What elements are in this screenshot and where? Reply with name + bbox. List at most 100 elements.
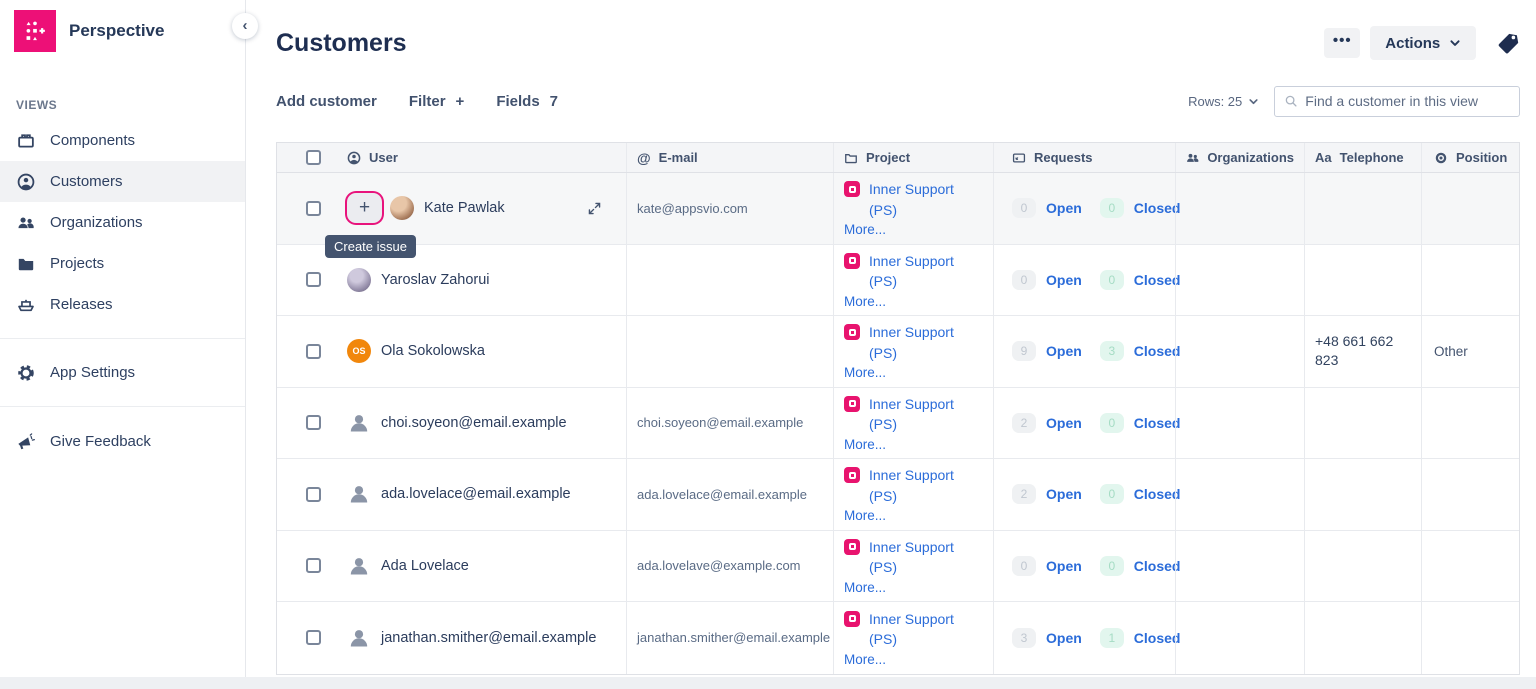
project-link[interactable]: Inner Support (PS) [869, 252, 954, 290]
more-link[interactable]: More... [844, 508, 887, 524]
open-requests-link[interactable]: Open [1046, 343, 1082, 360]
main-content: Customers ••• Actions Add customer Filte… [246, 0, 1536, 677]
sidebar-collapse-button[interactable]: ‹ [232, 13, 258, 39]
column-header-telephone[interactable]: Telephone [1339, 150, 1404, 165]
create-issue-button[interactable]: + [347, 193, 382, 224]
email-cell: ada.lovelace@email.example [626, 459, 833, 530]
sidebar-item-label: Components [50, 132, 136, 149]
column-header-project[interactable]: Project [866, 150, 911, 165]
column-header-position[interactable]: Position [1456, 150, 1508, 165]
expand-icon[interactable] [587, 201, 602, 216]
sidebar-item-components[interactable]: Components [0, 120, 245, 161]
search-icon [1285, 95, 1297, 107]
customer-name[interactable]: choi.soyeon@email.example [381, 414, 567, 431]
open-requests-link[interactable]: Open [1046, 200, 1082, 217]
customer-avatar [390, 196, 414, 221]
more-link[interactable]: More... [844, 293, 887, 309]
closed-requests-link[interactable]: Closed [1133, 414, 1181, 431]
sidebar-item-releases[interactable]: Releases [0, 284, 245, 325]
project-link[interactable]: Inner Support (PS) [869, 610, 954, 648]
row-checkbox[interactable] [306, 200, 321, 216]
project-link[interactable]: Inner Support (PS) [869, 467, 954, 504]
closed-count-badge: 0 [1099, 484, 1124, 505]
sidebar-item-customers[interactable]: Customers [0, 161, 245, 202]
column-header-organizations[interactable]: Organizations [1207, 150, 1294, 165]
open-requests-link[interactable]: Open [1046, 557, 1082, 574]
add-customer-button[interactable]: Add customer [276, 92, 377, 110]
rows-per-page-select[interactable]: Rows: 25 [1188, 94, 1259, 109]
column-header-user[interactable]: User [369, 150, 398, 165]
project-link[interactable]: Inner Support (PS) [869, 181, 954, 218]
closed-requests-link[interactable]: Closed [1133, 486, 1181, 503]
sidebar-item-give-feedback[interactable]: Give Feedback [0, 421, 245, 462]
customer-name[interactable]: Ada Lovelace [381, 557, 469, 574]
horizontal-scrollbar-track[interactable] [0, 677, 1536, 689]
closed-count-badge: 1 [1099, 627, 1124, 648]
more-link[interactable]: More... [844, 365, 887, 381]
closed-requests-link[interactable]: Closed [1133, 200, 1181, 217]
closed-requests-link[interactable]: Closed [1133, 557, 1181, 574]
more-link[interactable]: More... [844, 436, 887, 452]
table-row: + OS Ola Sokolowska Inner Support (PS) M… [277, 316, 1520, 388]
open-requests-link[interactable]: Open [1046, 271, 1082, 288]
more-link[interactable]: More... [844, 222, 887, 238]
customer-name[interactable]: janathan.smither@email.example [381, 629, 597, 646]
closed-requests-link[interactable]: Closed [1133, 629, 1181, 646]
project-avatar-icon [844, 467, 860, 484]
position-cell [1421, 173, 1519, 244]
project-avatar-icon [844, 252, 860, 269]
row-checkbox[interactable] [306, 415, 321, 431]
project-link[interactable]: Inner Support (PS) [869, 538, 954, 576]
customer-name[interactable]: Kate Pawlak [424, 200, 505, 217]
row-checkbox[interactable] [306, 486, 321, 502]
telephone-cell [1304, 173, 1421, 244]
sidebar-nav: Components Customers Organizations Proje… [0, 120, 245, 325]
more-link[interactable]: More... [844, 651, 887, 667]
column-header-email[interactable]: E-mail [658, 150, 698, 165]
project-link[interactable]: Inner Support (PS) [869, 395, 954, 433]
position-cell [1421, 387, 1519, 458]
sidebar-item-organizations[interactable]: Organizations [0, 202, 245, 243]
select-all-checkbox[interactable] [306, 150, 321, 165]
filter-label: Filter [408, 92, 446, 110]
project-cell: Inner Support (PS) More... [833, 173, 993, 244]
row-checkbox[interactable] [306, 343, 321, 359]
row-checkbox[interactable] [306, 558, 321, 574]
customer-name[interactable]: ada.lovelace@email.example [381, 486, 571, 503]
filter-button[interactable]: Filter + [409, 93, 464, 110]
open-requests-link[interactable]: Open [1046, 486, 1082, 503]
tag-icon[interactable] [1496, 31, 1520, 55]
page-header: Customers ••• Actions [276, 24, 1520, 62]
position-cell [1421, 530, 1519, 601]
more-link[interactable]: More... [844, 579, 887, 595]
row-checkbox[interactable] [306, 630, 321, 646]
customer-avatar [347, 411, 371, 435]
actions-button[interactable]: Actions [1370, 26, 1477, 60]
customer-avatar: OS [347, 339, 371, 364]
row-checkbox[interactable] [306, 272, 321, 288]
toolbar-left: Add customer Filter + Fields 7 [276, 93, 558, 110]
sidebar-item-projects[interactable]: Projects [0, 243, 245, 284]
customer-name[interactable]: Yaroslav Zahorui [381, 271, 490, 288]
filter-plus-icon[interactable]: + [455, 92, 465, 110]
position-cell [1421, 459, 1519, 530]
search-input[interactable] [1305, 93, 1511, 109]
more-options-button[interactable]: ••• [1324, 28, 1361, 58]
open-requests-link[interactable]: Open [1046, 629, 1082, 646]
open-requests-link[interactable]: Open [1046, 414, 1082, 431]
fields-button[interactable]: Fields 7 [496, 93, 558, 110]
people-icon [17, 214, 35, 232]
header-actions: ••• Actions [1324, 26, 1520, 60]
user-cell: + ada.lovelace@email.example [339, 459, 626, 530]
views-label: VIEWS [16, 98, 58, 112]
closed-requests-link[interactable]: Closed [1133, 271, 1181, 288]
user-cell: + Create issue Kate Pawlak [325, 173, 626, 259]
organizations-cell [1175, 244, 1304, 315]
sidebar-item-label: Releases [50, 296, 113, 313]
sidebar-item-app-settings[interactable]: App Settings [0, 352, 245, 393]
chevron-down-icon [1249, 98, 1258, 104]
column-header-requests[interactable]: Requests [1034, 150, 1093, 165]
project-link[interactable]: Inner Support (PS) [869, 324, 954, 361]
customer-name[interactable]: Ola Sokolowska [381, 343, 485, 360]
closed-requests-link[interactable]: Closed [1133, 343, 1181, 360]
